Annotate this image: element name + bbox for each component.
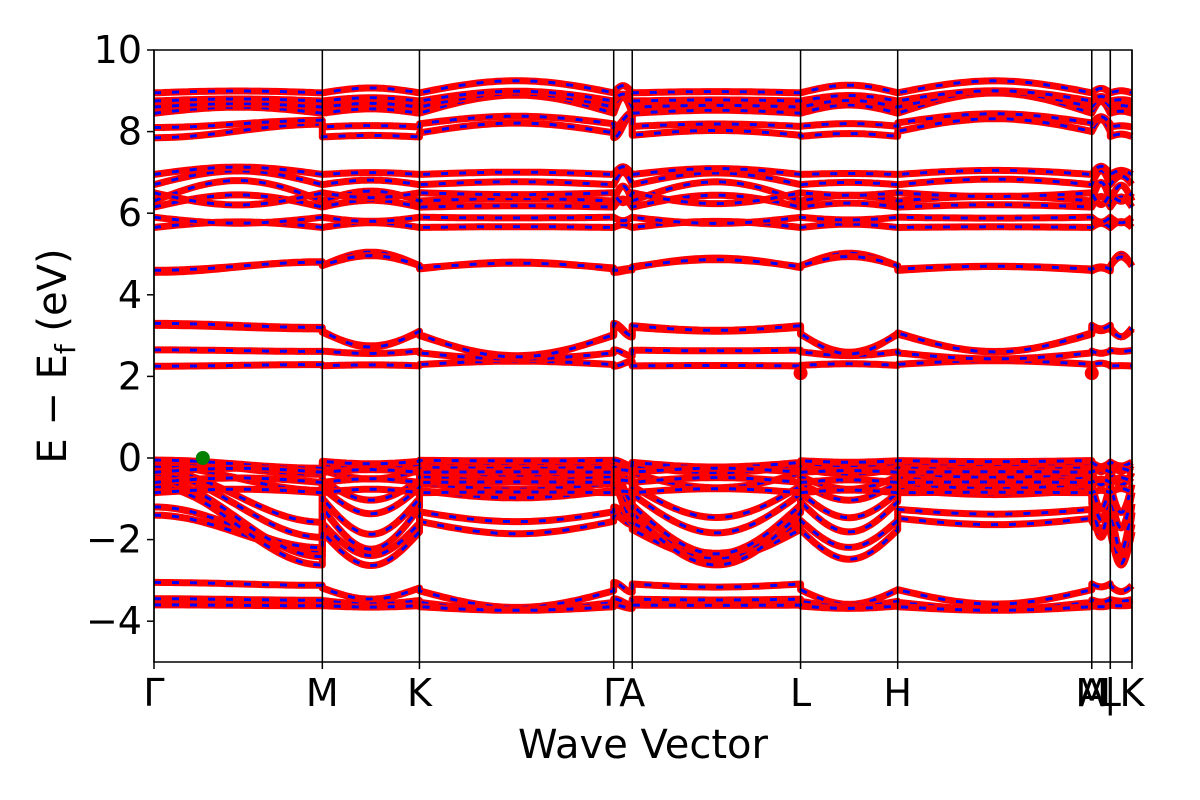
plot-frame xyxy=(153,49,1133,663)
band-spin-down xyxy=(153,472,1134,539)
x-tick-label: Γ xyxy=(603,671,624,715)
x-axis-title: Wave Vector xyxy=(518,722,769,768)
x-tick-label: L xyxy=(1100,671,1121,715)
y-tick-label: 0 xyxy=(118,436,142,480)
band-spin-down xyxy=(153,179,1134,206)
y-tick-label: −2 xyxy=(86,518,142,562)
band-spin-down xyxy=(153,89,1133,103)
band-spin-down xyxy=(153,169,1134,188)
band-spin-down xyxy=(154,603,1132,612)
x-tick-label: | xyxy=(1104,671,1117,716)
x-tick-label: M xyxy=(306,671,339,715)
band-spin-down xyxy=(154,580,1134,609)
band-spin-down xyxy=(153,478,1134,559)
x-tick-label: K xyxy=(1120,671,1146,715)
y-tick-label: 8 xyxy=(118,110,142,154)
x-tick-label: A xyxy=(619,671,645,715)
band-spin-down xyxy=(154,359,1132,368)
x-tick-label: Γ xyxy=(143,671,164,715)
y-axis-title-unit: (eV) xyxy=(30,248,76,344)
y-tick-label: 6 xyxy=(118,191,142,235)
x-tick-label: K xyxy=(407,671,433,715)
band-spin-up xyxy=(153,483,1136,569)
x-tick-label: M xyxy=(1075,671,1108,715)
x-tick-label: A xyxy=(1079,671,1105,715)
x-tick-label: H xyxy=(883,671,912,715)
band-spin-down xyxy=(154,348,1133,361)
band-spin-down xyxy=(154,254,1134,272)
band-spin-down xyxy=(153,79,1133,95)
vbm-marker xyxy=(195,451,210,465)
band-spin-down xyxy=(154,111,1133,129)
band-spin-down xyxy=(153,215,1133,225)
y-tick-label: 4 xyxy=(118,273,142,317)
y-tick-label: 2 xyxy=(118,354,142,398)
band-spin-down xyxy=(153,164,1133,177)
band-spin-down xyxy=(153,468,1134,524)
band-spin-down xyxy=(153,487,1133,495)
band-spin-down xyxy=(153,513,1134,568)
y-axis-title-sub: f xyxy=(49,343,82,354)
band-spin-down xyxy=(153,91,1133,109)
bands-layer xyxy=(152,77,1136,614)
y-axis-title-main: E − E xyxy=(30,354,76,464)
x-tick-label: L xyxy=(790,671,811,715)
y-tick-label: 10 xyxy=(94,28,142,72)
y-ticks: −4 −2 0 2 4 6 8 10 xyxy=(86,28,154,643)
band-spin-down xyxy=(153,476,1133,485)
band-spin-down xyxy=(153,189,1134,207)
band-spin-down xyxy=(153,466,1133,475)
band-spin-up xyxy=(154,319,1135,361)
y-tick-label: −4 xyxy=(86,599,142,643)
y-axis-title: E − Ef (eV) xyxy=(30,248,82,463)
band-spin-down xyxy=(153,91,1133,116)
x-ticks: Γ M K ΓA L H AM|LK xyxy=(143,662,1146,716)
